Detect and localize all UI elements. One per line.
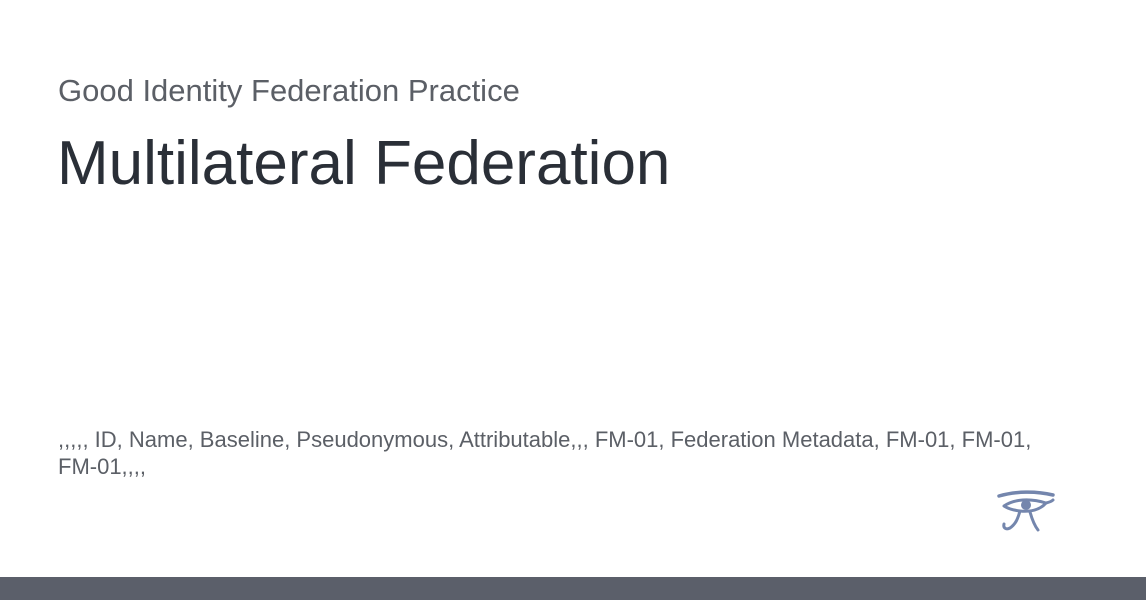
page-title: Multilateral Federation bbox=[57, 129, 671, 198]
eye-of-horus-shape bbox=[997, 490, 1055, 532]
footer-bar bbox=[0, 577, 1146, 600]
social-preview-card: Good Identity Federation Practice Multil… bbox=[57, 73, 1055, 532]
site-name: Good Identity Federation Practice bbox=[58, 73, 520, 108]
eye-of-horus-icon bbox=[997, 490, 1055, 532]
page-excerpt: ,,,,, ID, Name, Baseline, Pseudonymous, … bbox=[58, 427, 1032, 479]
